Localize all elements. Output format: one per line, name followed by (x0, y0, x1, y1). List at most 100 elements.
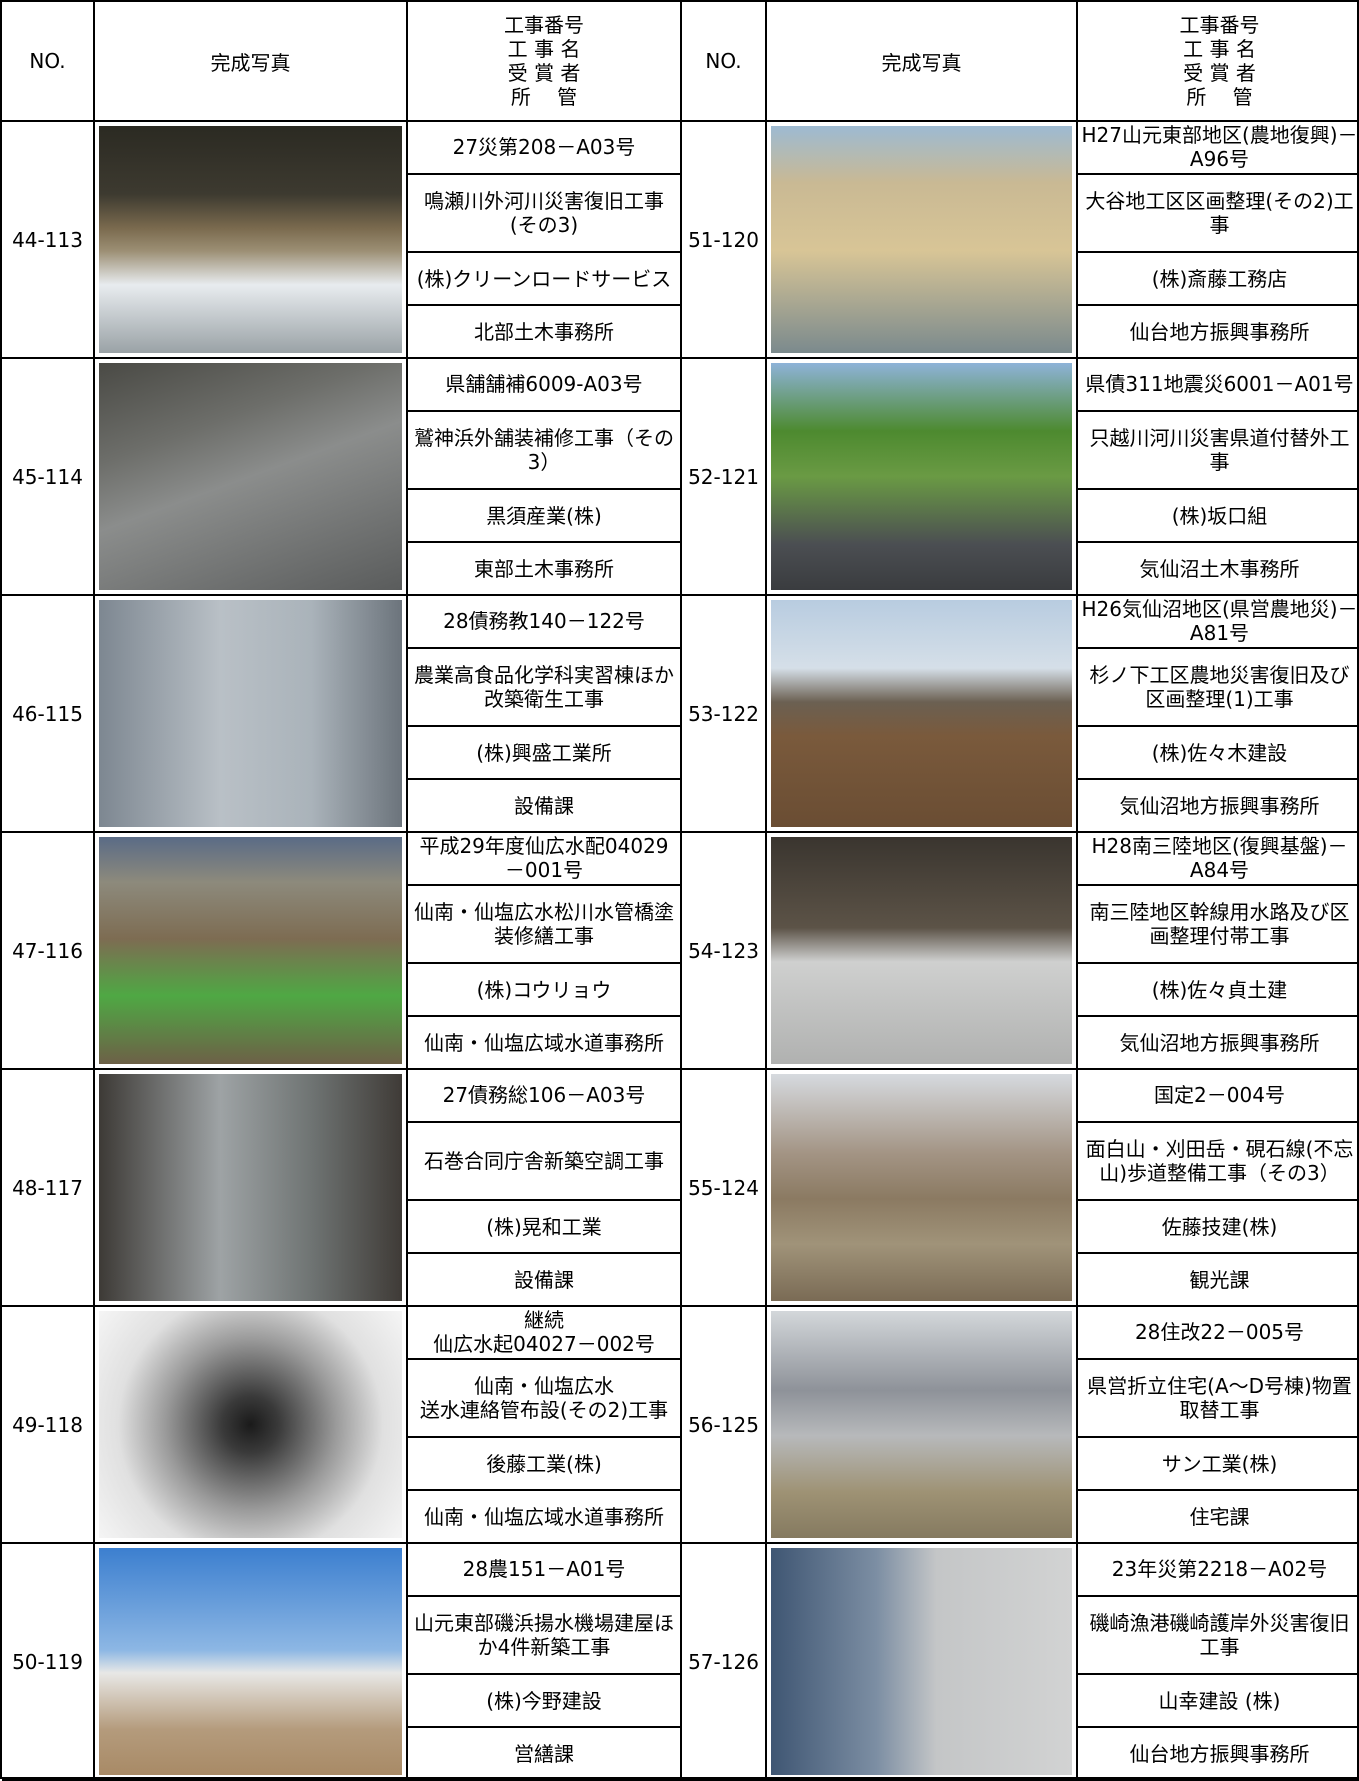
header-no: NO. (682, 2, 767, 122)
completion-photo (767, 1070, 1078, 1307)
photo-image (771, 1311, 1072, 1538)
entry-info: 県債311地震災6001－A01号 只越川河川災害県道付替外工事 (株)坂口組 気仙沼… (1078, 359, 1359, 596)
entry-no: 48-117 (2, 1070, 95, 1307)
work-name: 仙南・仙塩広水松川水管橋塗装修繕工事 (408, 886, 680, 965)
entry-no: 44-113 (2, 122, 95, 359)
photo-image (771, 1074, 1072, 1301)
work-number: 継続 仙広水起04027－002号 (408, 1307, 680, 1360)
work-awardee: (株)今野建設 (408, 1675, 680, 1729)
work-name: 仙南・仙塩広水 送水連絡管布設(その2)工事 (408, 1360, 680, 1439)
work-number: 28農151－A01号 (408, 1544, 680, 1597)
work-name: 県営折立住宅(A～D号棟)物置取替工事 (1078, 1360, 1359, 1439)
entry-no: 46-115 (2, 596, 95, 833)
entry-info: H28南三陸地区(復興基盤)－A84号 南三陸地区幹線用水路及び区画整理付帯工事(… (1078, 833, 1359, 1070)
entry-no: 51-120 (682, 122, 767, 359)
completion-photo (767, 122, 1078, 359)
header-info-line: 工 事 名 (507, 37, 581, 61)
entry-no: 55-124 (682, 1070, 767, 1307)
header-info-line: 工事番号 (1179, 13, 1260, 37)
completion-photo (95, 359, 408, 596)
work-number: 27債務総106－A03号 (408, 1070, 680, 1123)
completion-photo (95, 122, 408, 359)
work-name: 面白山・刈田岳・硯石線(不忘山)歩道整備工事（その3） (1078, 1123, 1359, 1202)
entry-no: 49-118 (2, 1307, 95, 1544)
header-info-line: 受 賞 者 (507, 61, 581, 85)
work-name: 鷲神浜外舗装補修工事（その3） (408, 412, 680, 491)
work-office: 北部土木事務所 (474, 319, 614, 344)
header-photo: 完成写真 (95, 2, 408, 122)
work-office: 気仙沼地方振興事務所 (1119, 793, 1320, 818)
work-name: 磯崎漁港磯崎護岸外災害復旧工事 (1078, 1597, 1359, 1676)
work-office: 住宅課 (1189, 1504, 1250, 1529)
work-number: 23年災第2218－A02号 (1078, 1544, 1359, 1597)
entry-no: 47-116 (2, 833, 95, 1070)
work-awardee: (株)斎藤工務店 (1078, 253, 1359, 307)
entry-info: 県舗舗補6009-A03号 鷲神浜外舗装補修工事（その3） 黒須産業(株) 東部土木事… (408, 359, 682, 596)
photo-image (99, 1311, 402, 1538)
entry-no: 53-122 (682, 596, 767, 833)
completion-photo (95, 1307, 408, 1544)
work-name: 南三陸地区幹線用水路及び区画整理付帯工事 (1078, 886, 1359, 965)
completion-photo (767, 1544, 1078, 1781)
work-office: 気仙沼地方振興事務所 (1119, 1030, 1320, 1055)
completion-photo (767, 596, 1078, 833)
work-awardee: 後藤工業(株) (408, 1438, 680, 1492)
work-office: 営繕課 (514, 1741, 574, 1766)
work-name: 鳴瀬川外河川災害復旧工事(その3) (408, 175, 680, 254)
work-number: 27災第208－A03号 (408, 122, 680, 175)
work-awardee: (株)坂口組 (1078, 490, 1359, 544)
header-photo: 完成写真 (767, 2, 1078, 122)
entry-info: H26気仙沼地区(県営農地災)－A81号 杉ノ下工区農地災害復旧及び区画整理(1)… (1078, 596, 1359, 833)
work-office: 仙台地方振興事務所 (1129, 1741, 1310, 1766)
work-name: 杉ノ下工区農地災害復旧及び区画整理(1)工事 (1078, 649, 1359, 728)
photo-image (99, 600, 402, 827)
entry-info: 平成29年度仙広水配04029－001号 仙南・仙塩広水松川水管橋塗装修繕工事 (株… (408, 833, 682, 1070)
work-number: H27山元東部地区(農地復興)－A96号 (1078, 122, 1359, 175)
entry-info: 28債務教140－122号 農業高食品化学科実習棟ほか改築衛生工事 (株)興盛工業所… (408, 596, 682, 833)
photo-image (99, 126, 402, 353)
photo-image (99, 837, 402, 1064)
work-awardee: 佐藤技建(株) (1078, 1201, 1359, 1255)
work-number: 県債311地震災6001－A01号 (1078, 359, 1359, 412)
work-awardee: 黒須産業(株) (408, 490, 680, 544)
work-number: 県舗舗補6009-A03号 (408, 359, 680, 412)
photo-image (99, 363, 402, 590)
completion-photo (95, 1070, 408, 1307)
work-number: 国定2－004号 (1078, 1070, 1359, 1123)
entry-no: 56-125 (682, 1307, 767, 1544)
entry-no: 57-126 (682, 1544, 767, 1781)
work-office: 観光課 (1189, 1267, 1250, 1292)
entry-no: 52-121 (682, 359, 767, 596)
entry-info: 国定2－004号 面白山・刈田岳・硯石線(不忘山)歩道整備工事（その3） 佐藤技建(… (1078, 1070, 1359, 1307)
work-awardee: (株)晃和工業 (408, 1201, 680, 1255)
work-office: 仙台地方振興事務所 (1129, 319, 1310, 344)
work-awardee: (株)佐々貞土建 (1078, 964, 1359, 1018)
entry-info: 継続 仙広水起04027－002号 仙南・仙塩広水 送水連絡管布設(その2)工事後… (408, 1307, 682, 1544)
header-info-line: 受 賞 者 (1183, 61, 1256, 85)
photo-image (771, 363, 1072, 590)
photo-image (771, 126, 1072, 353)
entry-no: 50-119 (2, 1544, 95, 1781)
header-info-line: 工 事 名 (1183, 37, 1256, 61)
work-awardee: (株)佐々木建設 (1078, 727, 1359, 781)
work-awardee: (株)興盛工業所 (408, 727, 680, 781)
photo-image (771, 1548, 1072, 1775)
work-awardee: (株)クリーンロードサービス (408, 253, 680, 307)
entry-info: 23年災第2218－A02号 磯崎漁港磯崎護岸外災害復旧工事 山幸建設 (株) 仙台地… (1078, 1544, 1359, 1781)
entry-no: 45-114 (2, 359, 95, 596)
work-office: 仙南・仙塩広域水道事務所 (424, 1504, 664, 1529)
completion-photo (767, 833, 1078, 1070)
work-office: 仙南・仙塩広域水道事務所 (424, 1030, 664, 1055)
work-number: H26気仙沼地区(県営農地災)－A81号 (1078, 596, 1359, 649)
entry-info: 27債務総106－A03号 石巻合同庁舎新築空調工事 (株)晃和工業 設備課 (408, 1070, 682, 1307)
completion-photo (95, 833, 408, 1070)
header-no: NO. (2, 2, 95, 122)
photo-image (771, 600, 1072, 827)
work-awardee: (株)コウリョウ (408, 964, 680, 1018)
work-awardee: 山幸建設 (株) (1078, 1675, 1359, 1729)
work-office: 気仙沼土木事務所 (1139, 556, 1300, 581)
header-info-line: 工事番号 (504, 13, 584, 37)
entry-info: H27山元東部地区(農地復興)－A96号 大谷地工区区画整理(その2)工事 (株)斎… (1078, 122, 1359, 359)
completion-photo (767, 1307, 1078, 1544)
